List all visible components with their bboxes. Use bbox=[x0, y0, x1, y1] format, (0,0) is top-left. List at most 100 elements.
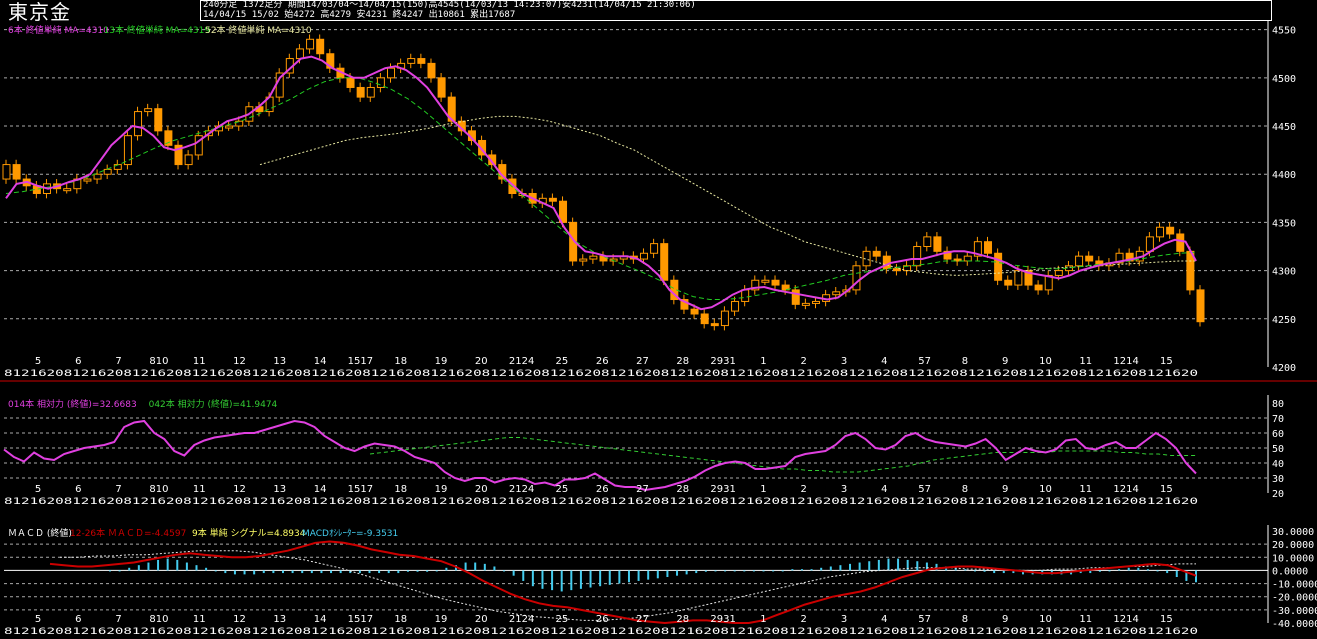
ma52-line bbox=[259, 115, 1196, 276]
macd-date-label: 27 bbox=[636, 614, 649, 625]
ma-legend-entry: 52本 終値単純 MA=4310 bbox=[205, 24, 312, 36]
macd-histogram-bar bbox=[829, 566, 832, 571]
candle-body bbox=[1085, 255, 1094, 262]
candle-body bbox=[741, 289, 750, 302]
macd-histogram-bar bbox=[176, 559, 179, 571]
rsi-tick-label: 70 bbox=[1272, 414, 1284, 425]
price-date-label: 7 bbox=[115, 356, 121, 367]
price-date-label: 28 bbox=[676, 356, 689, 367]
macd-date-label: 15 bbox=[1160, 614, 1173, 625]
macd-histogram-bar bbox=[128, 567, 131, 571]
macd-date-label: 6 bbox=[75, 614, 81, 625]
macd-histogram-bar bbox=[906, 559, 909, 571]
price-date-label: 18 bbox=[394, 356, 407, 367]
candle-body bbox=[437, 77, 446, 98]
candle-body bbox=[913, 246, 922, 267]
macd-histogram-bar bbox=[916, 561, 919, 571]
macd-histogram-bar bbox=[339, 570, 342, 574]
macd-histogram-bar bbox=[416, 570, 419, 572]
candle-body bbox=[1176, 233, 1185, 252]
macd-histogram-bar bbox=[464, 562, 467, 571]
candle-body bbox=[559, 200, 568, 223]
macd-histogram-bar bbox=[608, 570, 611, 585]
price-date-label: 2124 bbox=[509, 356, 534, 367]
macd-tick-label: -20.0000 bbox=[1272, 593, 1317, 604]
macd-histogram-bar bbox=[310, 570, 313, 574]
candle-body bbox=[123, 135, 132, 166]
candle-body bbox=[953, 258, 962, 262]
price-tick-label: 4250 bbox=[1272, 315, 1296, 326]
macd-histogram-bar bbox=[781, 570, 784, 572]
candle-body bbox=[1054, 270, 1063, 276]
macd-tick-label: -40.0000 bbox=[1272, 619, 1317, 630]
macd-date-label: 57 bbox=[918, 614, 931, 625]
instrument-title: 東京金 bbox=[8, 0, 71, 24]
macd-histogram-bar bbox=[849, 563, 852, 571]
macd-histogram-bar bbox=[358, 570, 361, 574]
macd-histogram-bar bbox=[618, 570, 621, 584]
macd-histogram-bar bbox=[1185, 570, 1188, 581]
rsi-date-label: 1517 bbox=[348, 484, 373, 495]
macd-histogram-bar bbox=[195, 565, 198, 571]
macd-histogram-bar bbox=[560, 570, 563, 592]
candle-body bbox=[761, 279, 770, 283]
rsi-date-label: 14 bbox=[314, 484, 327, 495]
macd-histogram-bar bbox=[724, 570, 727, 572]
candle-body bbox=[144, 108, 153, 113]
macd-histogram-bar bbox=[676, 570, 679, 576]
macd-histogram-bar bbox=[1022, 570, 1025, 575]
macd-histogram-bar bbox=[349, 570, 352, 574]
macd-tick-label: 10.0000 bbox=[1272, 553, 1314, 564]
rsi-date-label: 1214 bbox=[1113, 484, 1138, 495]
candle-body bbox=[639, 252, 648, 260]
macd-date-label: 8 bbox=[962, 614, 968, 625]
rsi-legend-entry: 014本 相対力 (終値)=32.6683 bbox=[8, 398, 137, 410]
candle-body bbox=[660, 243, 669, 281]
candle-body bbox=[12, 164, 21, 180]
macd-histogram-bar bbox=[752, 570, 755, 572]
candle-body bbox=[1034, 284, 1043, 291]
rsi-tick-label: 20 bbox=[1272, 489, 1284, 500]
candle-body bbox=[984, 241, 993, 254]
candle-body bbox=[801, 302, 810, 306]
macd-histogram-bar bbox=[791, 569, 794, 571]
ma6-line bbox=[5, 55, 1197, 311]
price-tick-label: 4450 bbox=[1272, 122, 1296, 133]
rsi-date-label: 15 bbox=[1160, 484, 1173, 495]
macd-histogram-bar bbox=[1098, 570, 1101, 572]
price-date-label: 11 bbox=[193, 356, 206, 367]
macd-date-label: 3 bbox=[841, 614, 847, 625]
macd-histogram-bar bbox=[964, 569, 967, 571]
price-date-label: 11 bbox=[1079, 356, 1092, 367]
price-time-row: 8121620812162081216208121620812162081216… bbox=[4, 369, 1198, 379]
candle-body bbox=[933, 236, 942, 252]
candle-body bbox=[164, 130, 173, 146]
candle-body bbox=[1145, 236, 1154, 252]
candle-body bbox=[852, 265, 861, 291]
macd-histogram-bar bbox=[579, 570, 582, 589]
rsi-date-label: 7 bbox=[115, 484, 121, 495]
info-box bbox=[200, 0, 1272, 21]
candle-body bbox=[832, 291, 841, 296]
macd-histogram-bar bbox=[262, 570, 265, 574]
macd-histogram-bar bbox=[224, 570, 227, 574]
candle-body bbox=[326, 53, 335, 69]
rsi42-line bbox=[369, 437, 1196, 473]
price-date-label: 2931 bbox=[710, 356, 735, 367]
candle-body bbox=[973, 241, 982, 257]
candle-body bbox=[811, 300, 820, 304]
rsi-tick-label: 60 bbox=[1272, 429, 1284, 440]
macd-histogram-bar bbox=[800, 569, 803, 571]
price-tick-label: 4200 bbox=[1272, 363, 1296, 374]
candle-body bbox=[579, 258, 588, 262]
macd-histogram-bar bbox=[301, 570, 304, 574]
macd-date-label: 1214 bbox=[1113, 614, 1138, 625]
macd-histogram-bar bbox=[185, 562, 188, 571]
price-date-label: 2 bbox=[801, 356, 807, 367]
macd-histogram-bar bbox=[1175, 570, 1178, 577]
macd-histogram-bar bbox=[983, 570, 986, 572]
macd-tick-label: 20.0000 bbox=[1272, 540, 1314, 551]
price-date-label: 14 bbox=[314, 356, 327, 367]
macd-date-label: 14 bbox=[314, 614, 327, 625]
